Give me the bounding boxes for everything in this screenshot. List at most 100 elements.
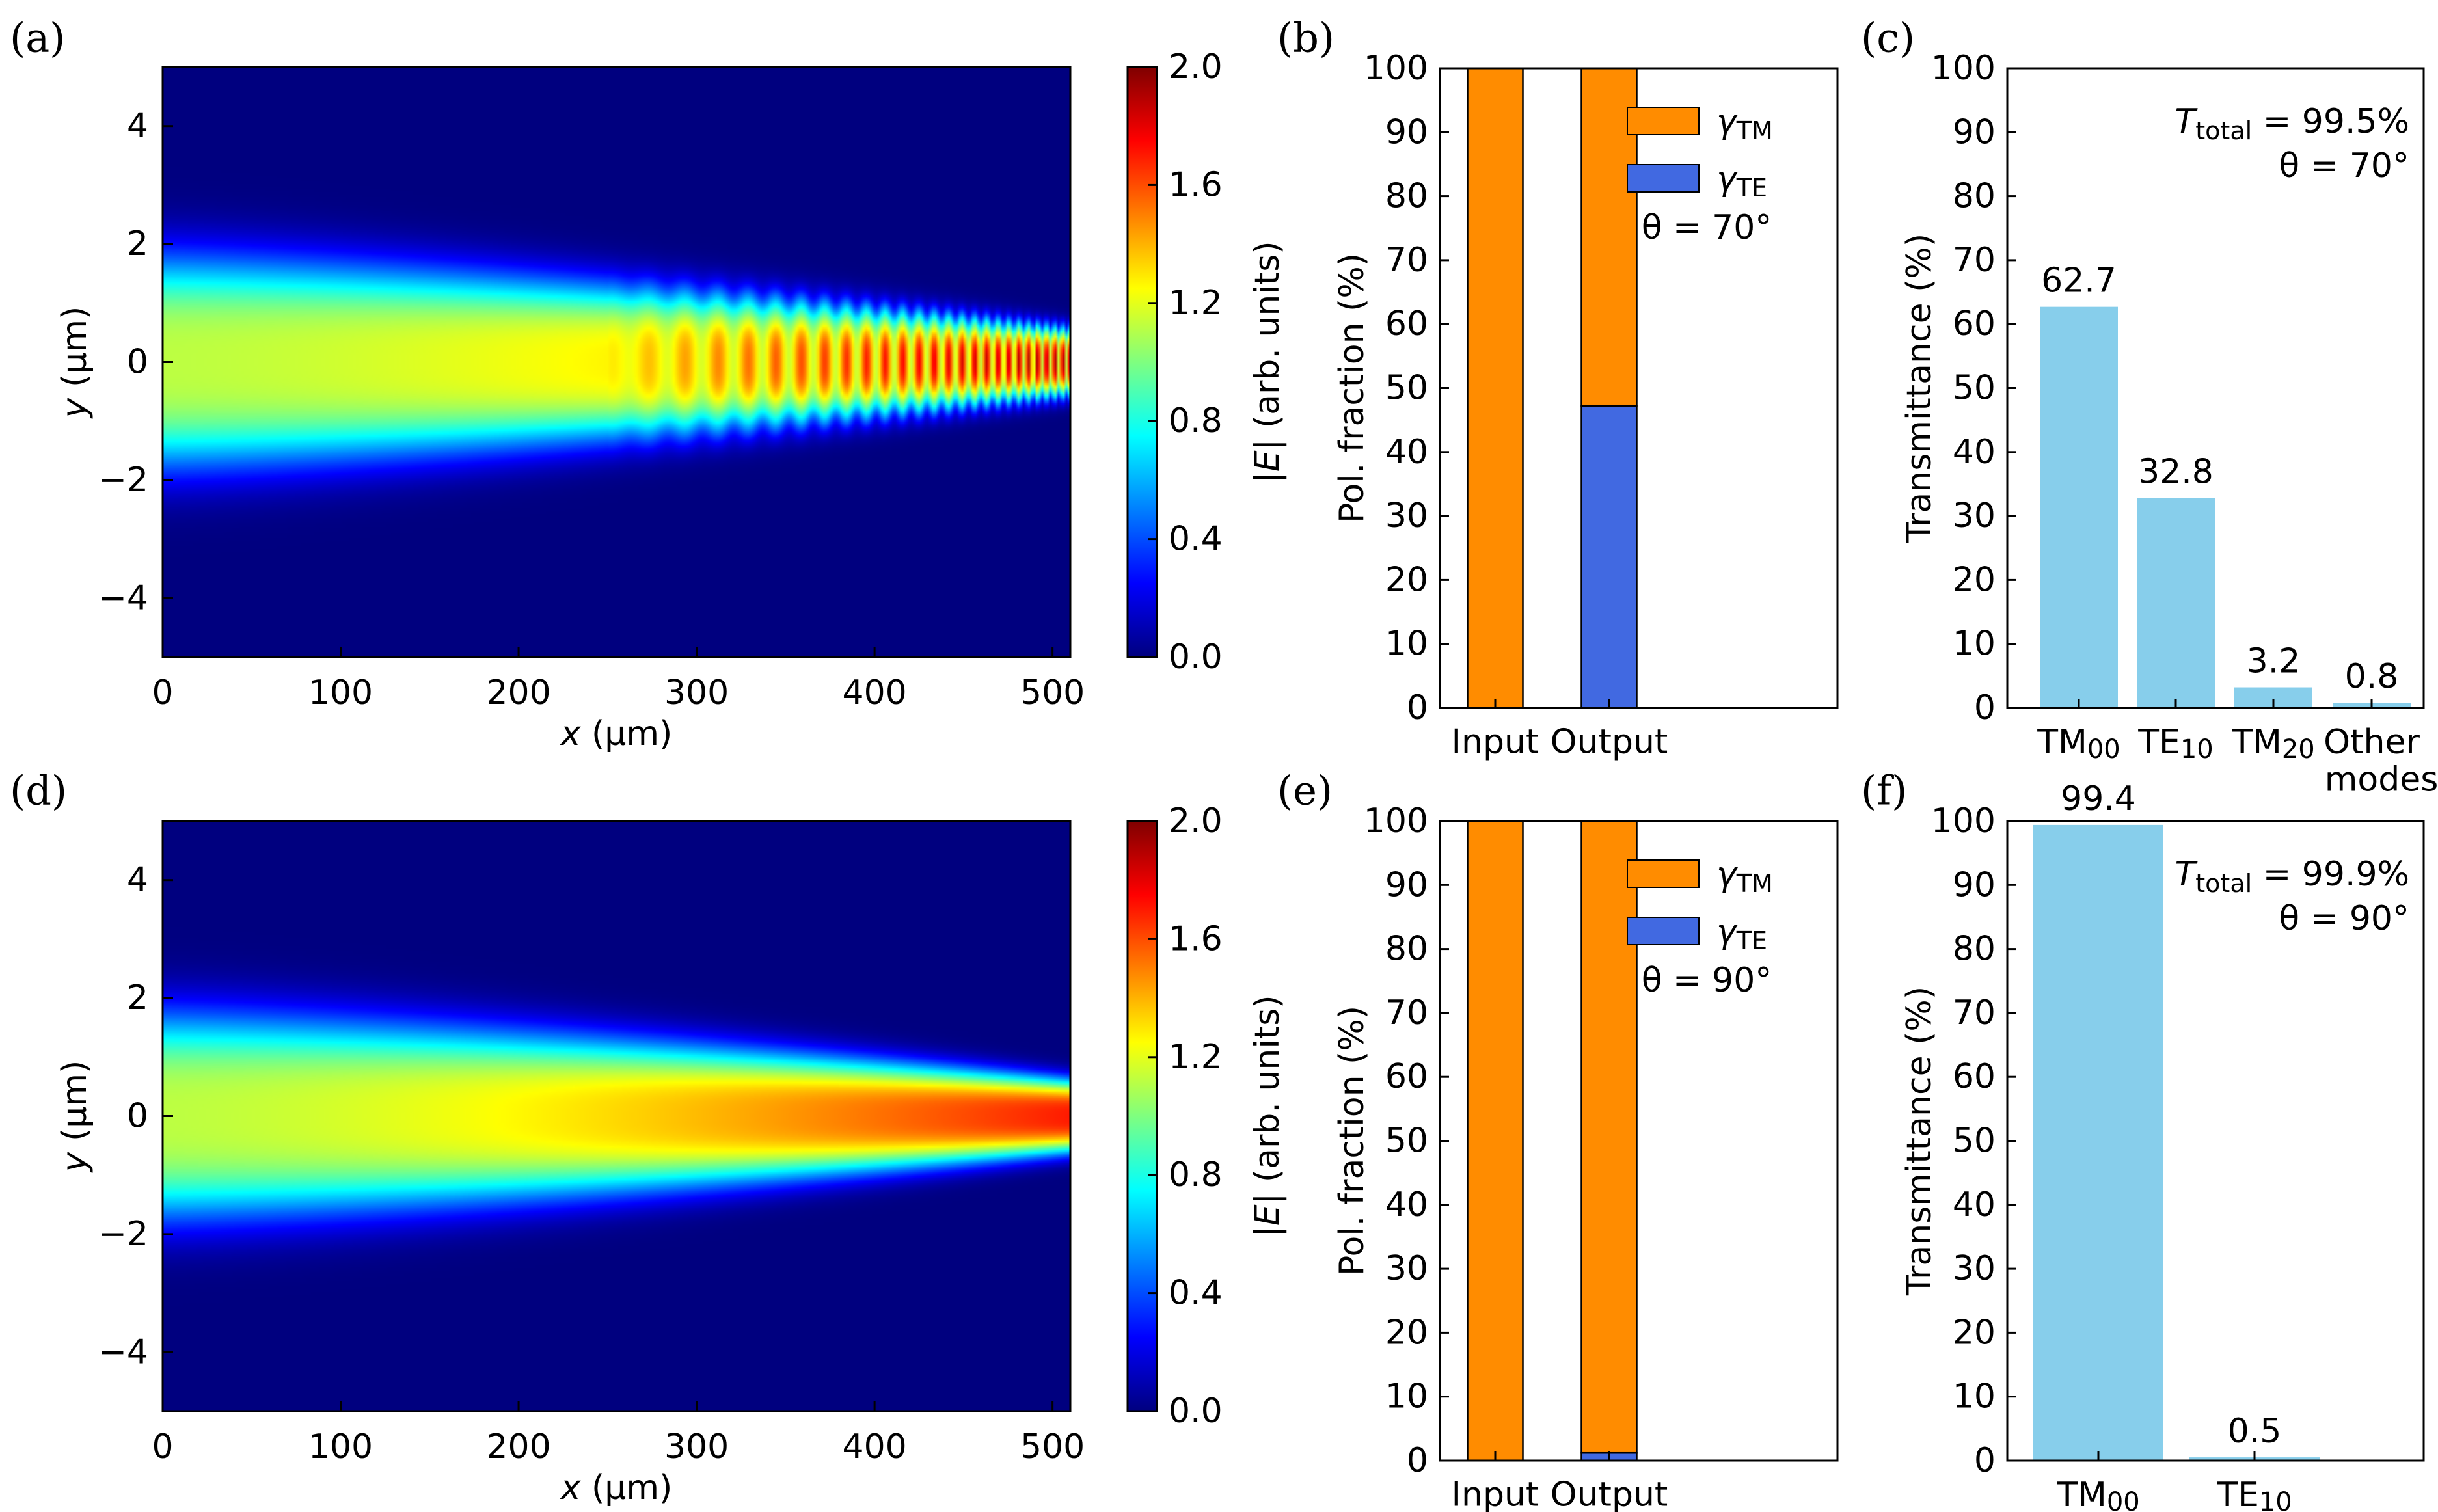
value-label: 0.5 — [2228, 1412, 2282, 1451]
y-tick-label: 20 — [1385, 1313, 1428, 1352]
y-tick-label: 30 — [1953, 1249, 1996, 1288]
legend-swatch-te — [1627, 164, 1700, 193]
x-tick-label: 200 — [486, 1427, 550, 1466]
y-tick-label: 90 — [1385, 113, 1428, 152]
colorbar-var: |E| — [1248, 1193, 1287, 1237]
y-tick-label: 80 — [1953, 177, 1996, 216]
y-tick-label: 80 — [1385, 177, 1428, 216]
bar-mode-0 — [2040, 306, 2118, 708]
y-tick-label: 0 — [1407, 1441, 1428, 1480]
y-tick-label: 40 — [1953, 433, 1996, 472]
x-tick-label: TM20 — [2231, 723, 2315, 764]
x-axis-unit: (μm) — [580, 714, 672, 753]
y-tick-label: 0 — [127, 1097, 148, 1136]
legend-subscript: TM — [1736, 116, 1773, 145]
x-tick-label: 500 — [1020, 673, 1085, 712]
theta-text: θ = 70° — [1642, 208, 1772, 247]
y-tick-label: 2 — [127, 224, 148, 263]
colorbar-tick-label: 1.6 — [1169, 165, 1223, 204]
legend-label-tm: γTM — [1716, 855, 1773, 898]
y-tick-label: 10 — [1953, 625, 1996, 664]
panel-label: (e) — [1277, 767, 1333, 815]
y-tick-label: 90 — [1953, 113, 1996, 152]
mode-name: TE — [2137, 723, 2180, 762]
y-tick-label: 70 — [1953, 241, 1996, 280]
x-tick-label: Input — [1452, 723, 1539, 762]
bar-tm-input — [1467, 67, 1524, 709]
colorbar-tick-label: 0.4 — [1169, 520, 1223, 559]
total-subscript: total — [2195, 869, 2252, 898]
total-subscript: total — [2195, 116, 2252, 145]
x-tick-label: 200 — [486, 673, 550, 712]
x-tick-label: Other — [2323, 723, 2420, 762]
colorbar-bar — [1126, 820, 1158, 1412]
y-tick-label: 50 — [1953, 1122, 1996, 1161]
x-tick-label: TE10 — [2216, 1476, 2292, 1512]
x-tick-label: 400 — [842, 1427, 906, 1466]
colorbar-tick-label: 2.0 — [1169, 47, 1223, 87]
y-tick-label: 20 — [1385, 560, 1428, 599]
legend-symbol: γ — [1716, 159, 1739, 198]
legend-label-te: γTE — [1716, 912, 1767, 955]
y-tick-label: 60 — [1953, 304, 1996, 344]
bar-tm-output — [1580, 820, 1638, 1454]
bar-mode-1 — [2137, 498, 2215, 708]
colorbar-unit: (arb. units) — [1248, 241, 1287, 439]
colorbar: 0.0 0.4 0.8 1.2 1.6 2.0 |E| (arb. units) — [1126, 47, 1287, 677]
y-tick-label: 10 — [1953, 1377, 1996, 1416]
y-tick-label: 0 — [1407, 688, 1428, 727]
panel-label: (b) — [1277, 14, 1334, 62]
y-tick-label: 30 — [1385, 1249, 1428, 1288]
y-tick-label: 60 — [1953, 1057, 1996, 1096]
y-tick-label: 100 — [1931, 49, 1996, 88]
y-axis-unit: (μm) — [55, 1060, 94, 1152]
y-tick-label: 20 — [1953, 560, 1996, 599]
mode-name: TM — [2231, 723, 2282, 762]
field-image — [163, 67, 1070, 657]
x-tick-label: TE10 — [2137, 723, 2214, 764]
x-tick-label: Input — [1452, 1476, 1539, 1512]
colorbar-tick-label: 0.8 — [1169, 401, 1223, 440]
y-tick-label: 10 — [1385, 625, 1428, 664]
transmittance-plot-c: 62.7TM0032.8TE103.2TM200.8Othermodes0102… — [1900, 49, 2438, 800]
total-symbol: T — [2175, 855, 2199, 894]
y-tick-label: −2 — [98, 1215, 148, 1254]
polarization-plot-e: Input Output 0 10 20 30 40 50 60 70 80 90 100 Pol. fr… — [1333, 802, 1839, 1512]
legend-subscript: TM — [1736, 869, 1773, 898]
y-tick-label: 10 — [1385, 1377, 1428, 1416]
bar-te-output — [1580, 405, 1638, 709]
x-tick-label: Output — [1551, 1476, 1668, 1512]
mode-subscript: 10 — [2259, 1487, 2292, 1512]
x-tick-label: TM00 — [2037, 723, 2120, 764]
y-tick-label: 70 — [1385, 241, 1428, 280]
legend-symbol: γ — [1716, 855, 1739, 894]
y-axis-label: Pol. fraction (%) — [1333, 1006, 1372, 1276]
colorbar-label: |E| (arb. units) — [1248, 241, 1287, 483]
colorbar-tick-label: 1.6 — [1169, 919, 1223, 958]
y-tick-label: −4 — [98, 1332, 148, 1371]
mode-name: TM — [2037, 723, 2087, 762]
x-tick-label: 300 — [664, 1427, 729, 1466]
panel-label: (d) — [10, 767, 67, 815]
theta-annotation: θ = 70° — [1642, 208, 1772, 247]
y-axis-label: Transmittance (%) — [1900, 986, 1939, 1296]
value-label: 3.2 — [2247, 642, 2301, 681]
legend-subscript: TE — [1736, 926, 1767, 955]
colorbar-tick-label: 1.2 — [1169, 284, 1223, 323]
total-transmittance: Ttotal = 99.9% — [2175, 855, 2410, 898]
theta-annotation: θ = 90° — [2279, 899, 2409, 938]
x-axis-var: x — [560, 1468, 582, 1507]
legend-label-tm: γTM — [1716, 102, 1773, 145]
legend-swatch-tm — [1627, 859, 1700, 888]
legend-swatch-te — [1627, 917, 1700, 945]
y-tick-label: 90 — [1953, 865, 1996, 904]
colorbar-unit: (arb. units) — [1248, 995, 1287, 1193]
value-label: 99.4 — [2061, 779, 2136, 818]
theta-annotation: θ = 70° — [2279, 146, 2409, 185]
x-tick-label: 0 — [152, 673, 173, 712]
colorbar-bar — [1126, 66, 1158, 658]
colorbar-label: |E| (arb. units) — [1248, 995, 1287, 1237]
